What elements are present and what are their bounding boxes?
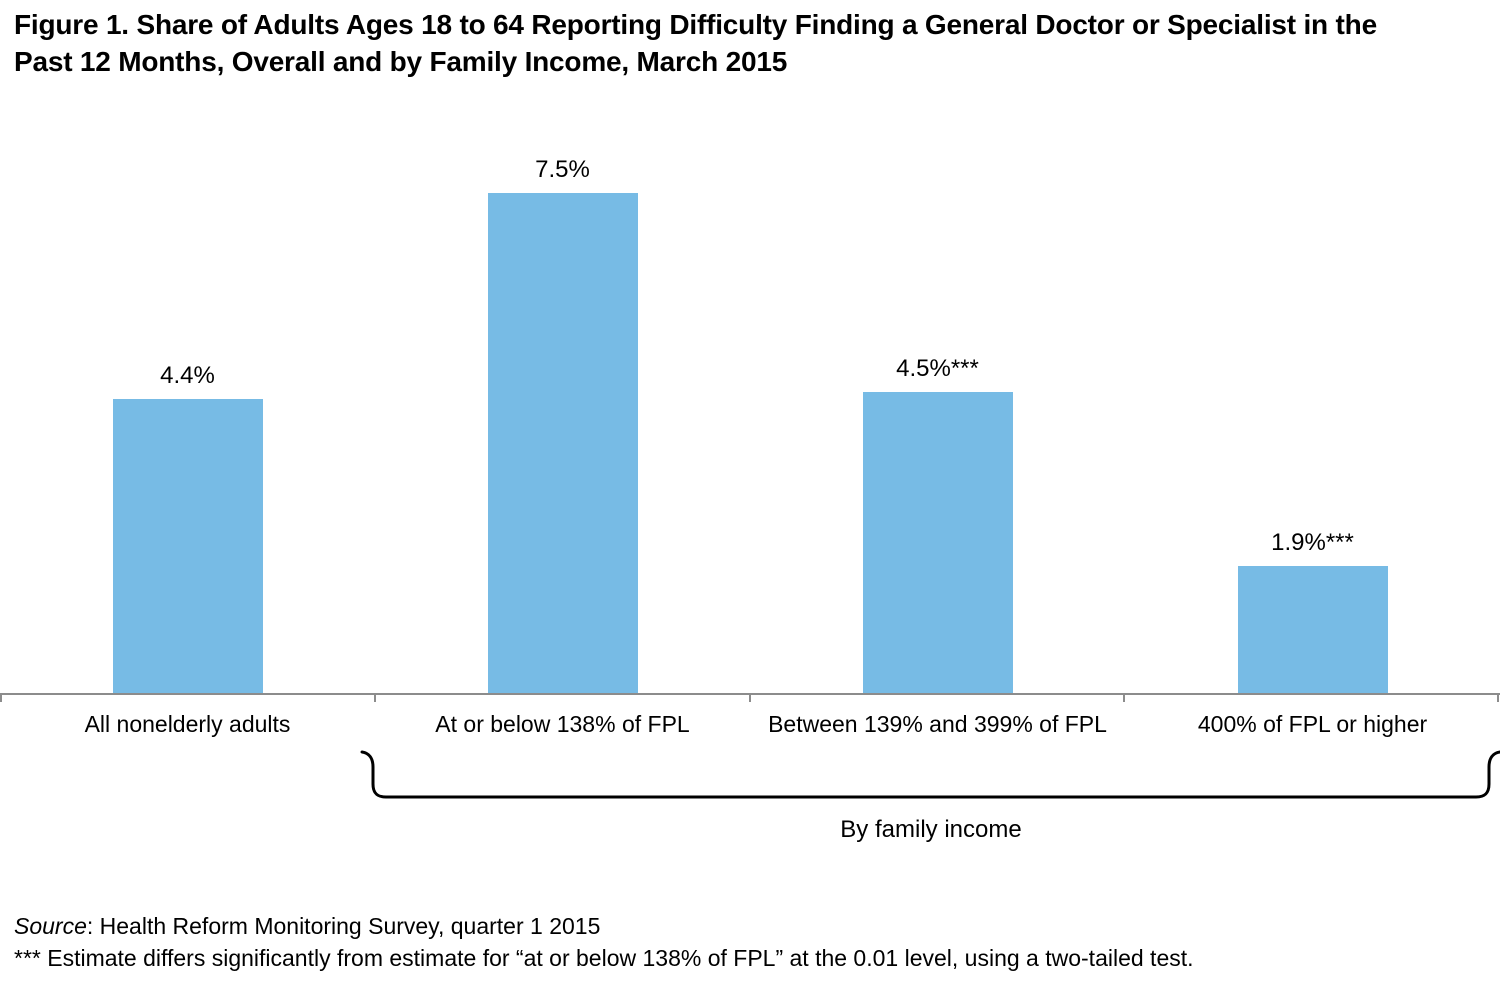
x-axis-labels: All nonelderly adults At or below 138% o… [0, 702, 1500, 738]
bar-group: 7.5% [375, 158, 750, 693]
x-axis-category-label: All nonelderly adults [84, 711, 291, 737]
bar-400-fpl-or-higher [1237, 565, 1388, 693]
axis-tick [374, 695, 376, 702]
bar-group: 1.9%*** [1125, 158, 1500, 693]
source-note: Source: Health Reform Monitoring Survey,… [14, 910, 1194, 942]
bar-group: 4.5%*** [750, 158, 1125, 693]
bracket-path [360, 750, 1500, 799]
x-axis-category-label: 400% of FPL or higher [1197, 711, 1428, 737]
axis-tick [749, 695, 751, 702]
footer-notes: Source: Health Reform Monitoring Survey,… [14, 910, 1194, 974]
x-axis-category-label: At or below 138% of FPL [435, 711, 690, 737]
source-text: : Health Reform Monitoring Survey, quart… [86, 913, 601, 939]
axis-tick [1123, 695, 1125, 702]
x-axis-category-label: Between 139% and 399% of FPL [768, 711, 1107, 737]
plot-area: 4.4% 7.5% 4.5%*** 1.9%*** [0, 158, 1500, 695]
significance-note: *** Estimate differs significantly from … [14, 945, 1194, 971]
bar-value-label: 1.9%*** [1271, 528, 1354, 556]
figure-title: Figure 1. Share of Adults Ages 18 to 64 … [14, 9, 1377, 77]
family-income-bracket [360, 750, 1500, 799]
source-label: Source [14, 913, 87, 939]
x-axis-ticks [0, 695, 1500, 703]
axis-tick [0, 695, 2, 702]
axis-tick [1497, 695, 1499, 702]
bar-between-139-and-399-fpl [862, 392, 1013, 693]
bar-value-label: 4.4% [160, 361, 215, 389]
bar-group: 4.4% [0, 158, 375, 693]
bar-value-label: 4.5%*** [896, 355, 979, 383]
bar-all-nonelderly-adults [112, 398, 263, 693]
bar-value-label: 7.5% [535, 156, 590, 183]
bar-at-or-below-138-fpl [487, 193, 638, 693]
bracket-label: By family income [840, 816, 1022, 843]
